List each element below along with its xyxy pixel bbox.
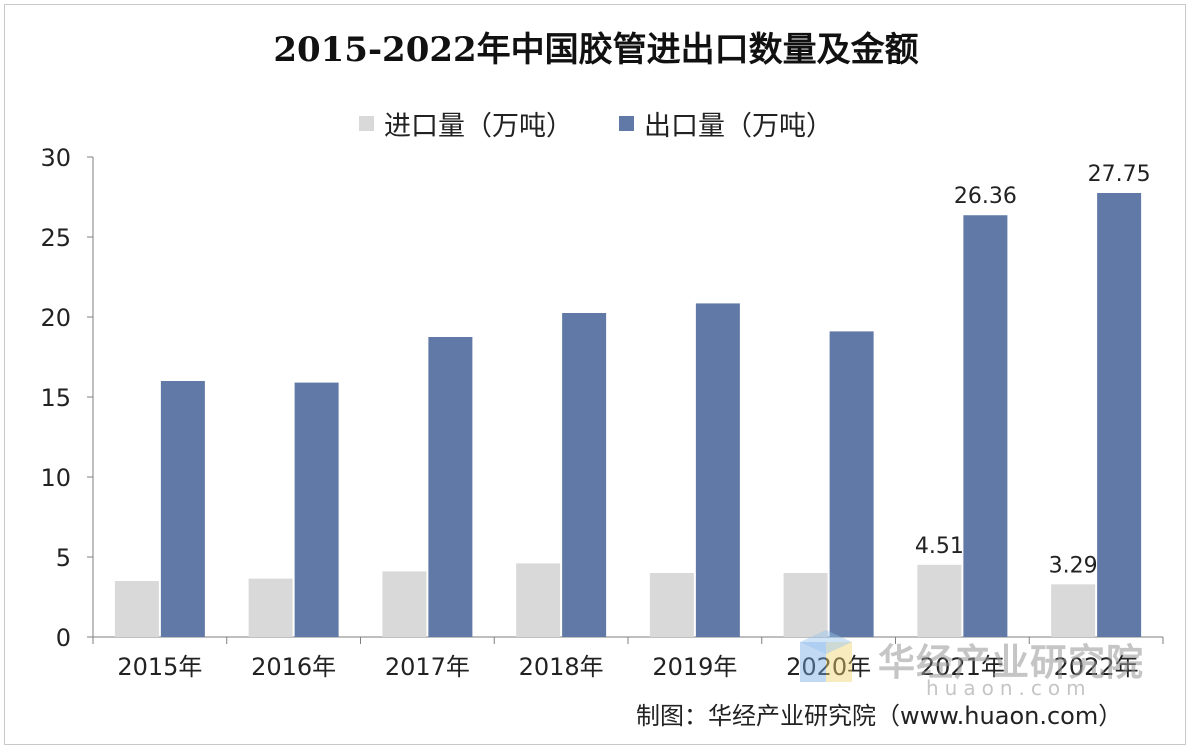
import-bar [382, 571, 427, 637]
import-bar [649, 573, 694, 637]
export-bar [1097, 193, 1142, 637]
x-tick-label: 2019年 [652, 653, 737, 681]
watermark-text: 华经产业研究院 [878, 641, 1144, 684]
import-bar [516, 563, 561, 637]
chart-legend: 进口量（万吨） 出口量（万吨） [0, 104, 1192, 143]
y-tick-label: 15 [40, 384, 71, 412]
import-data-label: 4.51 [915, 534, 964, 559]
export-bar [562, 313, 607, 637]
import-bar [1051, 584, 1096, 637]
y-tick-label: 20 [40, 304, 71, 332]
y-tick-label: 10 [40, 464, 71, 492]
export-data-label: 26.36 [954, 184, 1017, 209]
x-tick-label: 2017年 [385, 653, 470, 681]
import-bar [783, 573, 828, 637]
x-tick-label: 2021年 [920, 653, 1005, 681]
export-bar [160, 381, 205, 637]
export-bar [829, 331, 874, 637]
watermark: 华经产业研究院 huaon.com [796, 628, 1168, 704]
import-bar [917, 564, 962, 637]
legend-item-import: 进口量（万吨） [359, 104, 573, 143]
export-bar [695, 303, 740, 637]
source-note: 制图：华经产业研究院（www.huaon.com） [636, 702, 1123, 730]
y-tick-label: 5 [56, 544, 71, 572]
export-bar [294, 382, 339, 637]
import-bar [248, 578, 293, 637]
legend-swatch-export [619, 116, 634, 131]
import-data-label: 3.29 [1049, 553, 1098, 578]
export-bar [428, 337, 473, 637]
x-tick-label: 2016年 [251, 653, 336, 681]
legend-swatch-import [359, 116, 374, 131]
y-tick-label: 30 [40, 144, 71, 172]
x-tick-label: 2015年 [117, 653, 202, 681]
legend-label-import: 进口量（万吨） [384, 111, 573, 142]
export-data-label: 27.75 [1088, 162, 1151, 187]
chart-title: 2015-2022年中国胶管进出口数量及金额 [273, 30, 919, 70]
legend-label-export: 出口量（万吨） [644, 111, 833, 142]
watermark-logo-icon [800, 630, 852, 682]
x-tick-label: 2022年 [1054, 653, 1139, 681]
x-tick-label: 2020年 [786, 653, 871, 681]
export-bar [963, 215, 1008, 638]
import-bar [114, 581, 159, 637]
legend-item-export: 出口量（万吨） [619, 104, 833, 143]
x-tick-label: 2018年 [519, 653, 604, 681]
y-tick-label: 25 [40, 224, 71, 252]
y-tick-label: 0 [56, 624, 71, 652]
watermark-url: huaon.com [926, 676, 1092, 700]
